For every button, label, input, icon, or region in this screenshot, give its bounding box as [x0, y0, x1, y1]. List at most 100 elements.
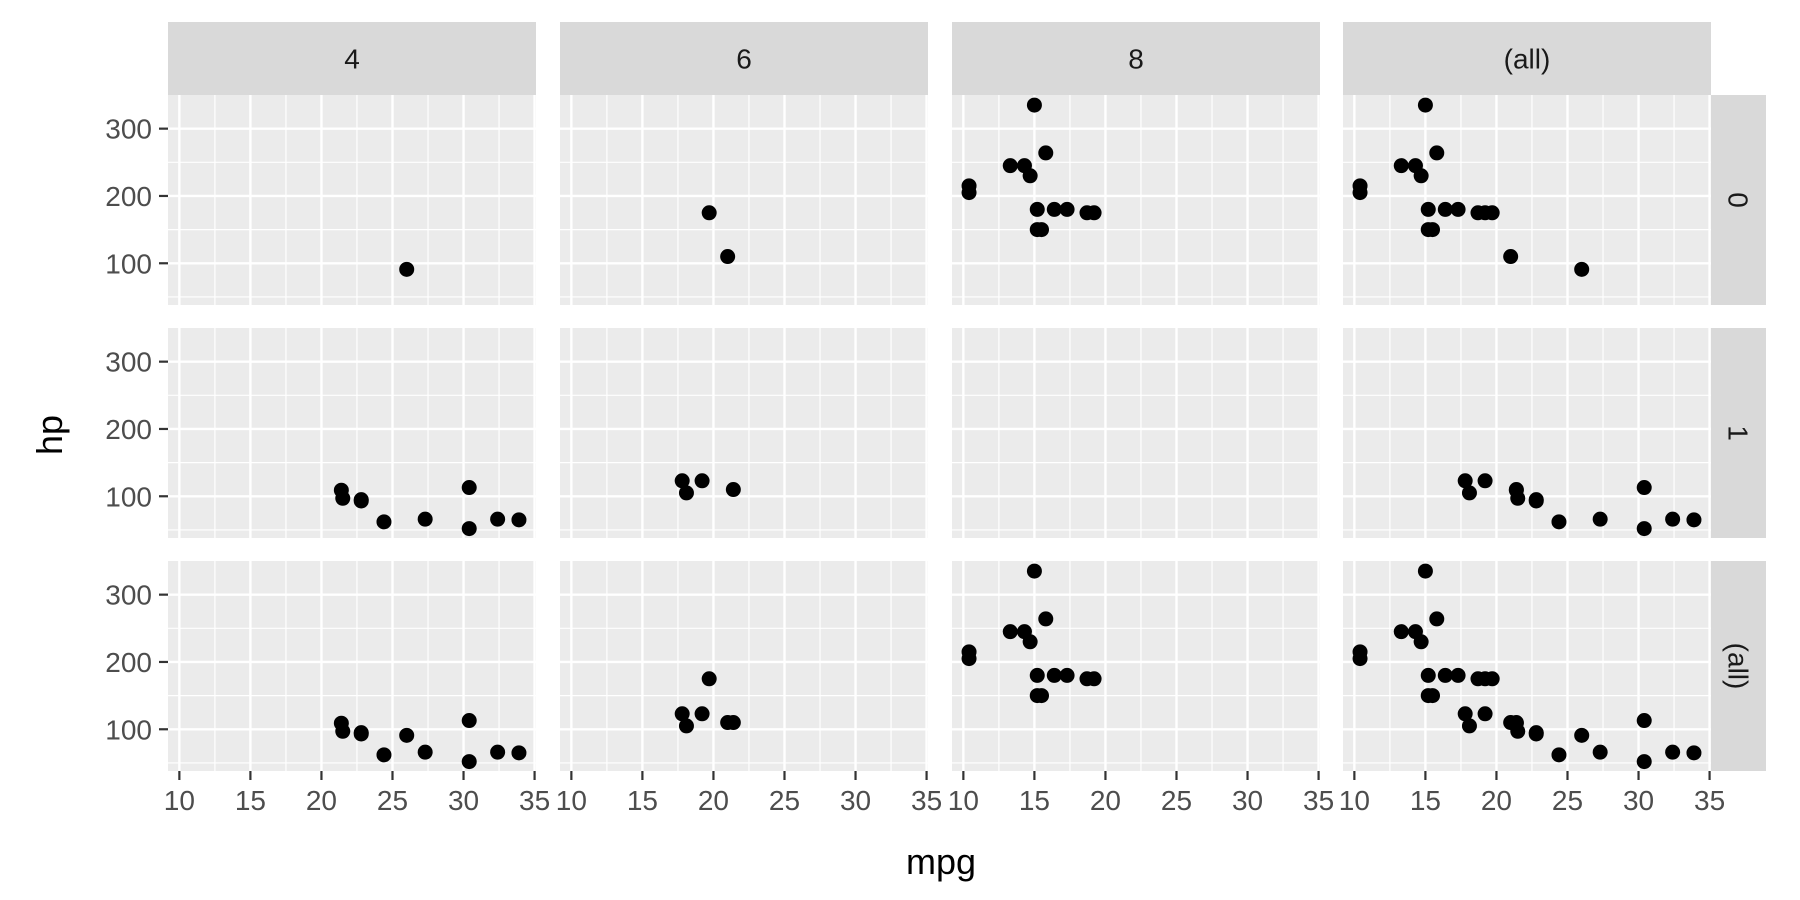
x-tick-label: 20	[1481, 785, 1512, 816]
y-tick-label: 200	[105, 414, 152, 445]
column-strip: 6	[560, 22, 928, 95]
strips-layer: 4 6 8 (all) 0 1 (all)	[168, 22, 1766, 771]
data-point	[1046, 667, 1062, 683]
data-point	[490, 511, 506, 527]
y-tick-label: 100	[105, 481, 152, 512]
column-strip-label: 4	[344, 44, 360, 75]
data-point	[1592, 511, 1608, 527]
x-tick-label: 25	[1552, 785, 1583, 816]
data-point	[1592, 744, 1608, 760]
data-point	[1086, 205, 1102, 221]
panel-background	[952, 328, 1320, 538]
panel-background	[952, 95, 1320, 305]
data-point	[1420, 201, 1436, 217]
data-point	[1503, 249, 1519, 265]
data-point	[701, 671, 717, 687]
x-tick-label: 10	[556, 785, 587, 816]
strip-background	[1711, 328, 1766, 538]
panel	[560, 328, 928, 538]
data-point	[399, 261, 415, 277]
x-tick-label: 10	[1339, 785, 1370, 816]
row-strip-label: 1	[1723, 425, 1754, 441]
y-tick-label: 100	[105, 248, 152, 279]
data-point	[461, 480, 477, 496]
x-tick-label: 15	[1019, 785, 1050, 816]
data-point	[1425, 222, 1441, 238]
data-point	[1002, 624, 1018, 640]
panel	[168, 328, 536, 538]
data-point	[1457, 473, 1473, 489]
data-point	[399, 727, 415, 743]
row-strip-label: (all)	[1723, 643, 1754, 690]
strip-background	[1711, 561, 1766, 771]
data-point	[1413, 634, 1429, 650]
panel-background	[560, 95, 928, 305]
data-point	[1510, 723, 1526, 739]
y-tick-label: 300	[105, 347, 152, 378]
data-point	[1437, 667, 1453, 683]
data-point	[1038, 145, 1054, 161]
data-point	[1393, 624, 1409, 640]
panel-background	[1343, 95, 1711, 305]
row-strip: 1	[1711, 328, 1766, 538]
data-point	[1551, 514, 1567, 530]
strip-background	[1343, 22, 1711, 95]
data-point	[1022, 168, 1038, 184]
x-tick-label: 25	[769, 785, 800, 816]
data-point	[1026, 97, 1042, 113]
data-point	[1450, 667, 1466, 683]
y-tick-label: 200	[105, 181, 152, 212]
data-point	[720, 249, 736, 265]
panel	[952, 95, 1320, 305]
data-point	[1461, 718, 1477, 734]
data-point	[961, 178, 977, 194]
data-point	[1636, 713, 1652, 729]
column-strip-label: (all)	[1504, 44, 1551, 75]
data-point	[490, 744, 506, 760]
data-point	[725, 715, 741, 731]
panel-background	[168, 95, 536, 305]
panel	[560, 561, 928, 771]
panel	[560, 95, 928, 305]
data-point	[1425, 688, 1441, 704]
data-point	[1420, 667, 1436, 683]
data-point	[1059, 667, 1075, 683]
panel	[952, 561, 1320, 771]
data-point	[1484, 671, 1500, 687]
y-axis-title: hp	[29, 415, 70, 455]
strip-background	[168, 22, 536, 95]
data-point	[1477, 473, 1493, 489]
data-point	[674, 706, 690, 722]
x-tick-label: 10	[948, 785, 979, 816]
data-point	[1002, 158, 1018, 174]
data-point	[417, 744, 433, 760]
column-strip: 8	[952, 22, 1320, 95]
data-point	[1029, 201, 1045, 217]
x-tick-label: 15	[235, 785, 266, 816]
x-tick-label: 20	[306, 785, 337, 816]
x-tick-label: 30	[1232, 785, 1263, 816]
data-point	[1461, 485, 1477, 501]
strip-background	[1711, 95, 1766, 305]
data-point	[335, 723, 351, 739]
data-point	[1038, 611, 1054, 627]
panel	[952, 328, 1320, 538]
x-tick-label: 15	[627, 785, 658, 816]
data-point	[1022, 634, 1038, 650]
x-tick-label: 35	[519, 785, 550, 816]
x-tick-label: 20	[698, 785, 729, 816]
panel-background	[560, 561, 928, 771]
y-tick-label: 300	[105, 580, 152, 611]
x-tick-label: 30	[840, 785, 871, 816]
panel	[1343, 328, 1711, 538]
panels-layer	[168, 95, 1711, 771]
data-point	[1086, 671, 1102, 687]
data-point	[1636, 754, 1652, 770]
strip-background	[952, 22, 1320, 95]
panel	[168, 95, 536, 305]
x-tick-label: 15	[1410, 785, 1441, 816]
panel-background	[560, 328, 928, 538]
data-point	[1393, 158, 1409, 174]
data-point	[1417, 97, 1433, 113]
data-point	[701, 205, 717, 221]
